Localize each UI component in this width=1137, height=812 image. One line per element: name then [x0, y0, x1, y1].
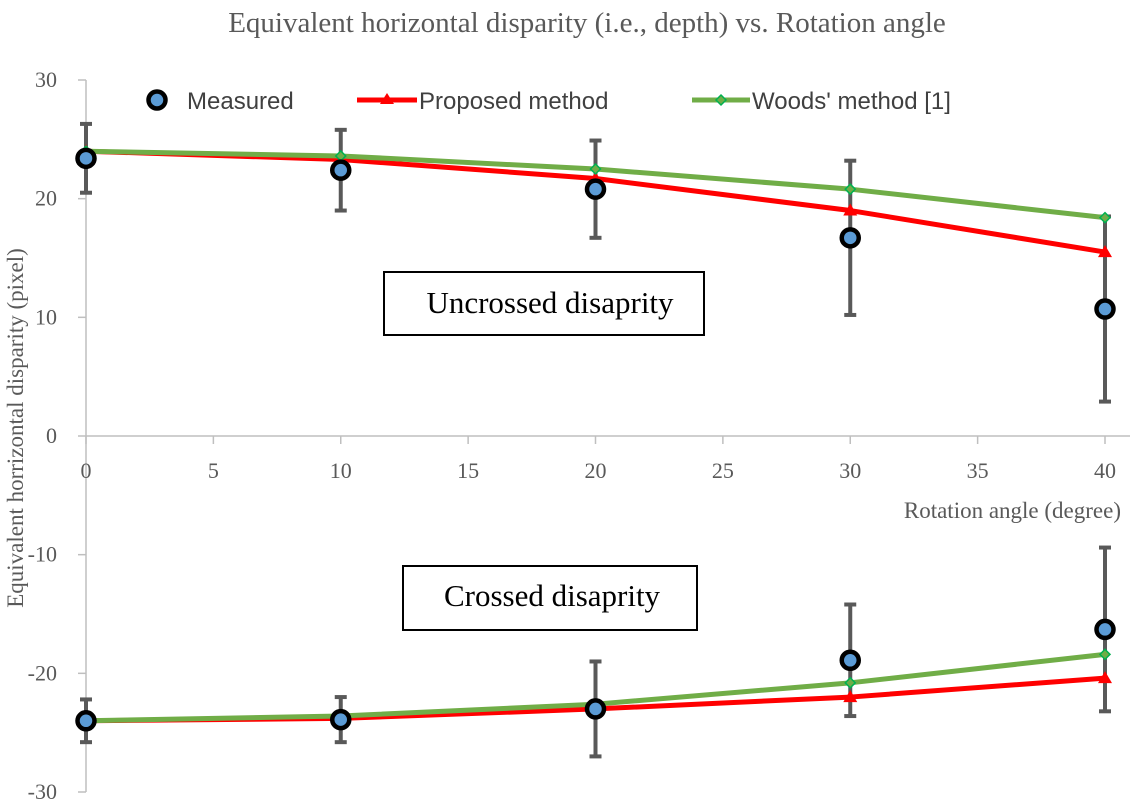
legend-proposed-label: Proposed method	[419, 88, 608, 115]
y-axis-label: Equivalent horrizontal disparity (pixel)	[3, 248, 28, 608]
legend-measured-label: Measured	[187, 88, 294, 115]
legend-item-measured: Measured	[146, 88, 294, 115]
annotation-uncrossed: Uncrossed disaprity	[383, 271, 705, 336]
woods-point	[589, 162, 602, 176]
proposed-point	[843, 690, 858, 703]
proposed-point	[1098, 671, 1112, 684]
measured-point	[330, 159, 352, 181]
proposed-point	[1098, 245, 1112, 258]
legend: Measured Proposed method Woods' method […	[146, 88, 951, 115]
proposed-point	[843, 203, 858, 216]
legend-measured-marker	[146, 89, 168, 111]
y-tick-label: 20	[35, 186, 57, 211]
measured-point	[839, 227, 861, 249]
y-tick-label: 10	[35, 304, 57, 329]
measured-point	[330, 708, 352, 731]
woods-point	[1098, 211, 1112, 224]
annotation-crossed: Crossed disaprity	[402, 565, 698, 631]
measured-point	[839, 649, 861, 672]
y-tick-label: 0	[46, 423, 57, 448]
legend-woods-marker	[714, 93, 728, 107]
x-tick-label: 35	[967, 458, 989, 483]
y-tick-label: 30	[35, 67, 57, 92]
x-tick-label: 40	[1094, 458, 1116, 483]
chart-title: Equivalent horizontal disparity (i.e., d…	[228, 7, 946, 39]
measured-point	[1094, 618, 1116, 641]
x-tick-label: 15	[457, 458, 479, 483]
axes: 30 20 10 0 -10 -20 -30 0 5 10 15 20 25 30 35 40	[28, 67, 1130, 804]
annotation-uncrossed-label: Uncrossed disaprity	[426, 285, 674, 320]
x-tick-label: 25	[712, 458, 734, 483]
y-tick-label: -30	[28, 779, 57, 804]
measured-point	[75, 710, 97, 732]
x-tick-label: 30	[839, 458, 861, 483]
x-tick-label: 10	[330, 458, 352, 483]
legend-item-proposed: Proposed method	[357, 88, 608, 115]
y-tick-label: -10	[28, 542, 57, 567]
woods-point	[1098, 648, 1112, 661]
measured-point	[1094, 298, 1116, 320]
legend-proposed-marker	[380, 93, 394, 104]
plot-area	[75, 121, 1116, 759]
y-tick-label: -20	[28, 660, 57, 685]
measured-point	[75, 147, 97, 170]
legend-woods-label: Woods' method [1]	[752, 88, 951, 115]
measured-point	[584, 178, 607, 200]
legend-item-woods: Woods' method [1]	[692, 88, 951, 115]
x-tick-label: 5	[208, 458, 219, 483]
x-tick-label: 20	[585, 458, 607, 483]
woods-point	[844, 676, 857, 689]
x-tick-label: 0	[81, 458, 92, 483]
woods-point	[844, 183, 857, 196]
x-axis-label: Rotation angle (degree)	[904, 498, 1121, 523]
annotation-crossed-label: Crossed disaprity	[444, 578, 661, 613]
measured-point	[584, 698, 607, 720]
